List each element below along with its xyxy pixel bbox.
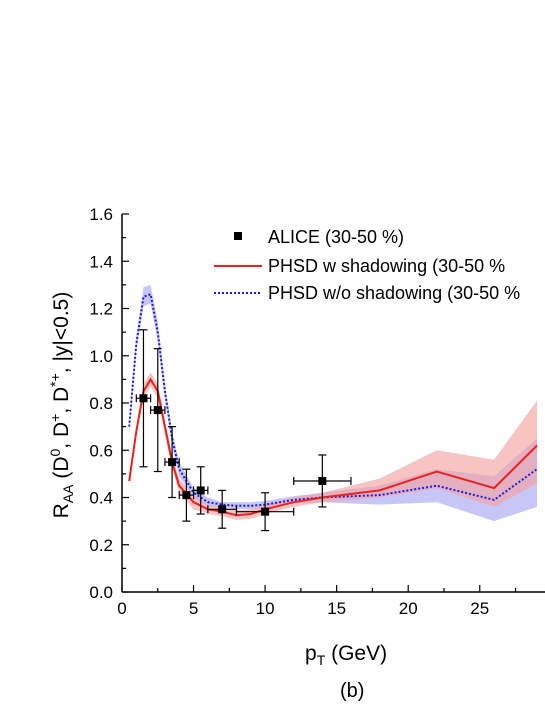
data-point-2 <box>150 348 166 473</box>
data-point-1 <box>135 329 152 468</box>
y-tick-label: 1.4 <box>89 252 113 271</box>
y-tick-label: 0.0 <box>89 583 113 602</box>
x-tick-label: 20 <box>399 599 418 618</box>
data-point-6 <box>207 489 238 529</box>
y-tick-label: 0.6 <box>89 441 113 460</box>
legend-label-with-shadowing: PHSD w shadowing (30-50 % <box>268 256 505 276</box>
legend-label-without-shadowing: PHSD w/o shadowing (30-50 % <box>268 283 520 303</box>
legend-label-alice: ALICE (30-50 %) <box>268 227 404 247</box>
uncertainty-bands <box>129 284 537 522</box>
y-tick-label: 0.4 <box>89 489 113 508</box>
line-without-shadowing <box>128 292 538 507</box>
x-tick-label: 25 <box>470 599 489 618</box>
alice-data-points <box>135 329 352 532</box>
legend-marker-alice <box>234 232 242 240</box>
data-point-8 <box>293 454 352 508</box>
data-point-5 <box>192 466 209 515</box>
data-point-3 <box>164 426 180 499</box>
axis-ticks: 0 5 10 15 20 25 0.0 0.2 0.4 0.6 0.8 1.0 1.2 1.4 1.6 <box>89 205 517 618</box>
data-point-4 <box>178 468 195 522</box>
x-tick-label: 15 <box>327 599 346 618</box>
legend: ALICE (30-50 %) PHSD w shadowing (30-50 … <box>214 227 520 303</box>
y-tick-label: 1.6 <box>89 205 113 224</box>
panel-label: (b) <box>340 680 364 702</box>
x-tick-label: 0 <box>117 599 126 618</box>
x-axis-title: pT (GeV) <box>305 642 387 668</box>
x-tick-label: 10 <box>256 599 275 618</box>
y-tick-label: 1.2 <box>89 300 113 319</box>
band-with-shadowing <box>129 372 537 520</box>
data-point-7 <box>235 492 295 532</box>
line-with-shadowing <box>128 377 538 517</box>
series-lines <box>128 292 538 517</box>
x-tick-label: 5 <box>189 599 198 618</box>
y-tick-label: 1.0 <box>89 347 113 366</box>
y-tick-label: 0.2 <box>89 536 113 555</box>
y-axis-title: RAA (D0, D+, D*+, |y|<0.5) <box>47 292 76 519</box>
y-tick-label: 0.8 <box>89 394 113 413</box>
